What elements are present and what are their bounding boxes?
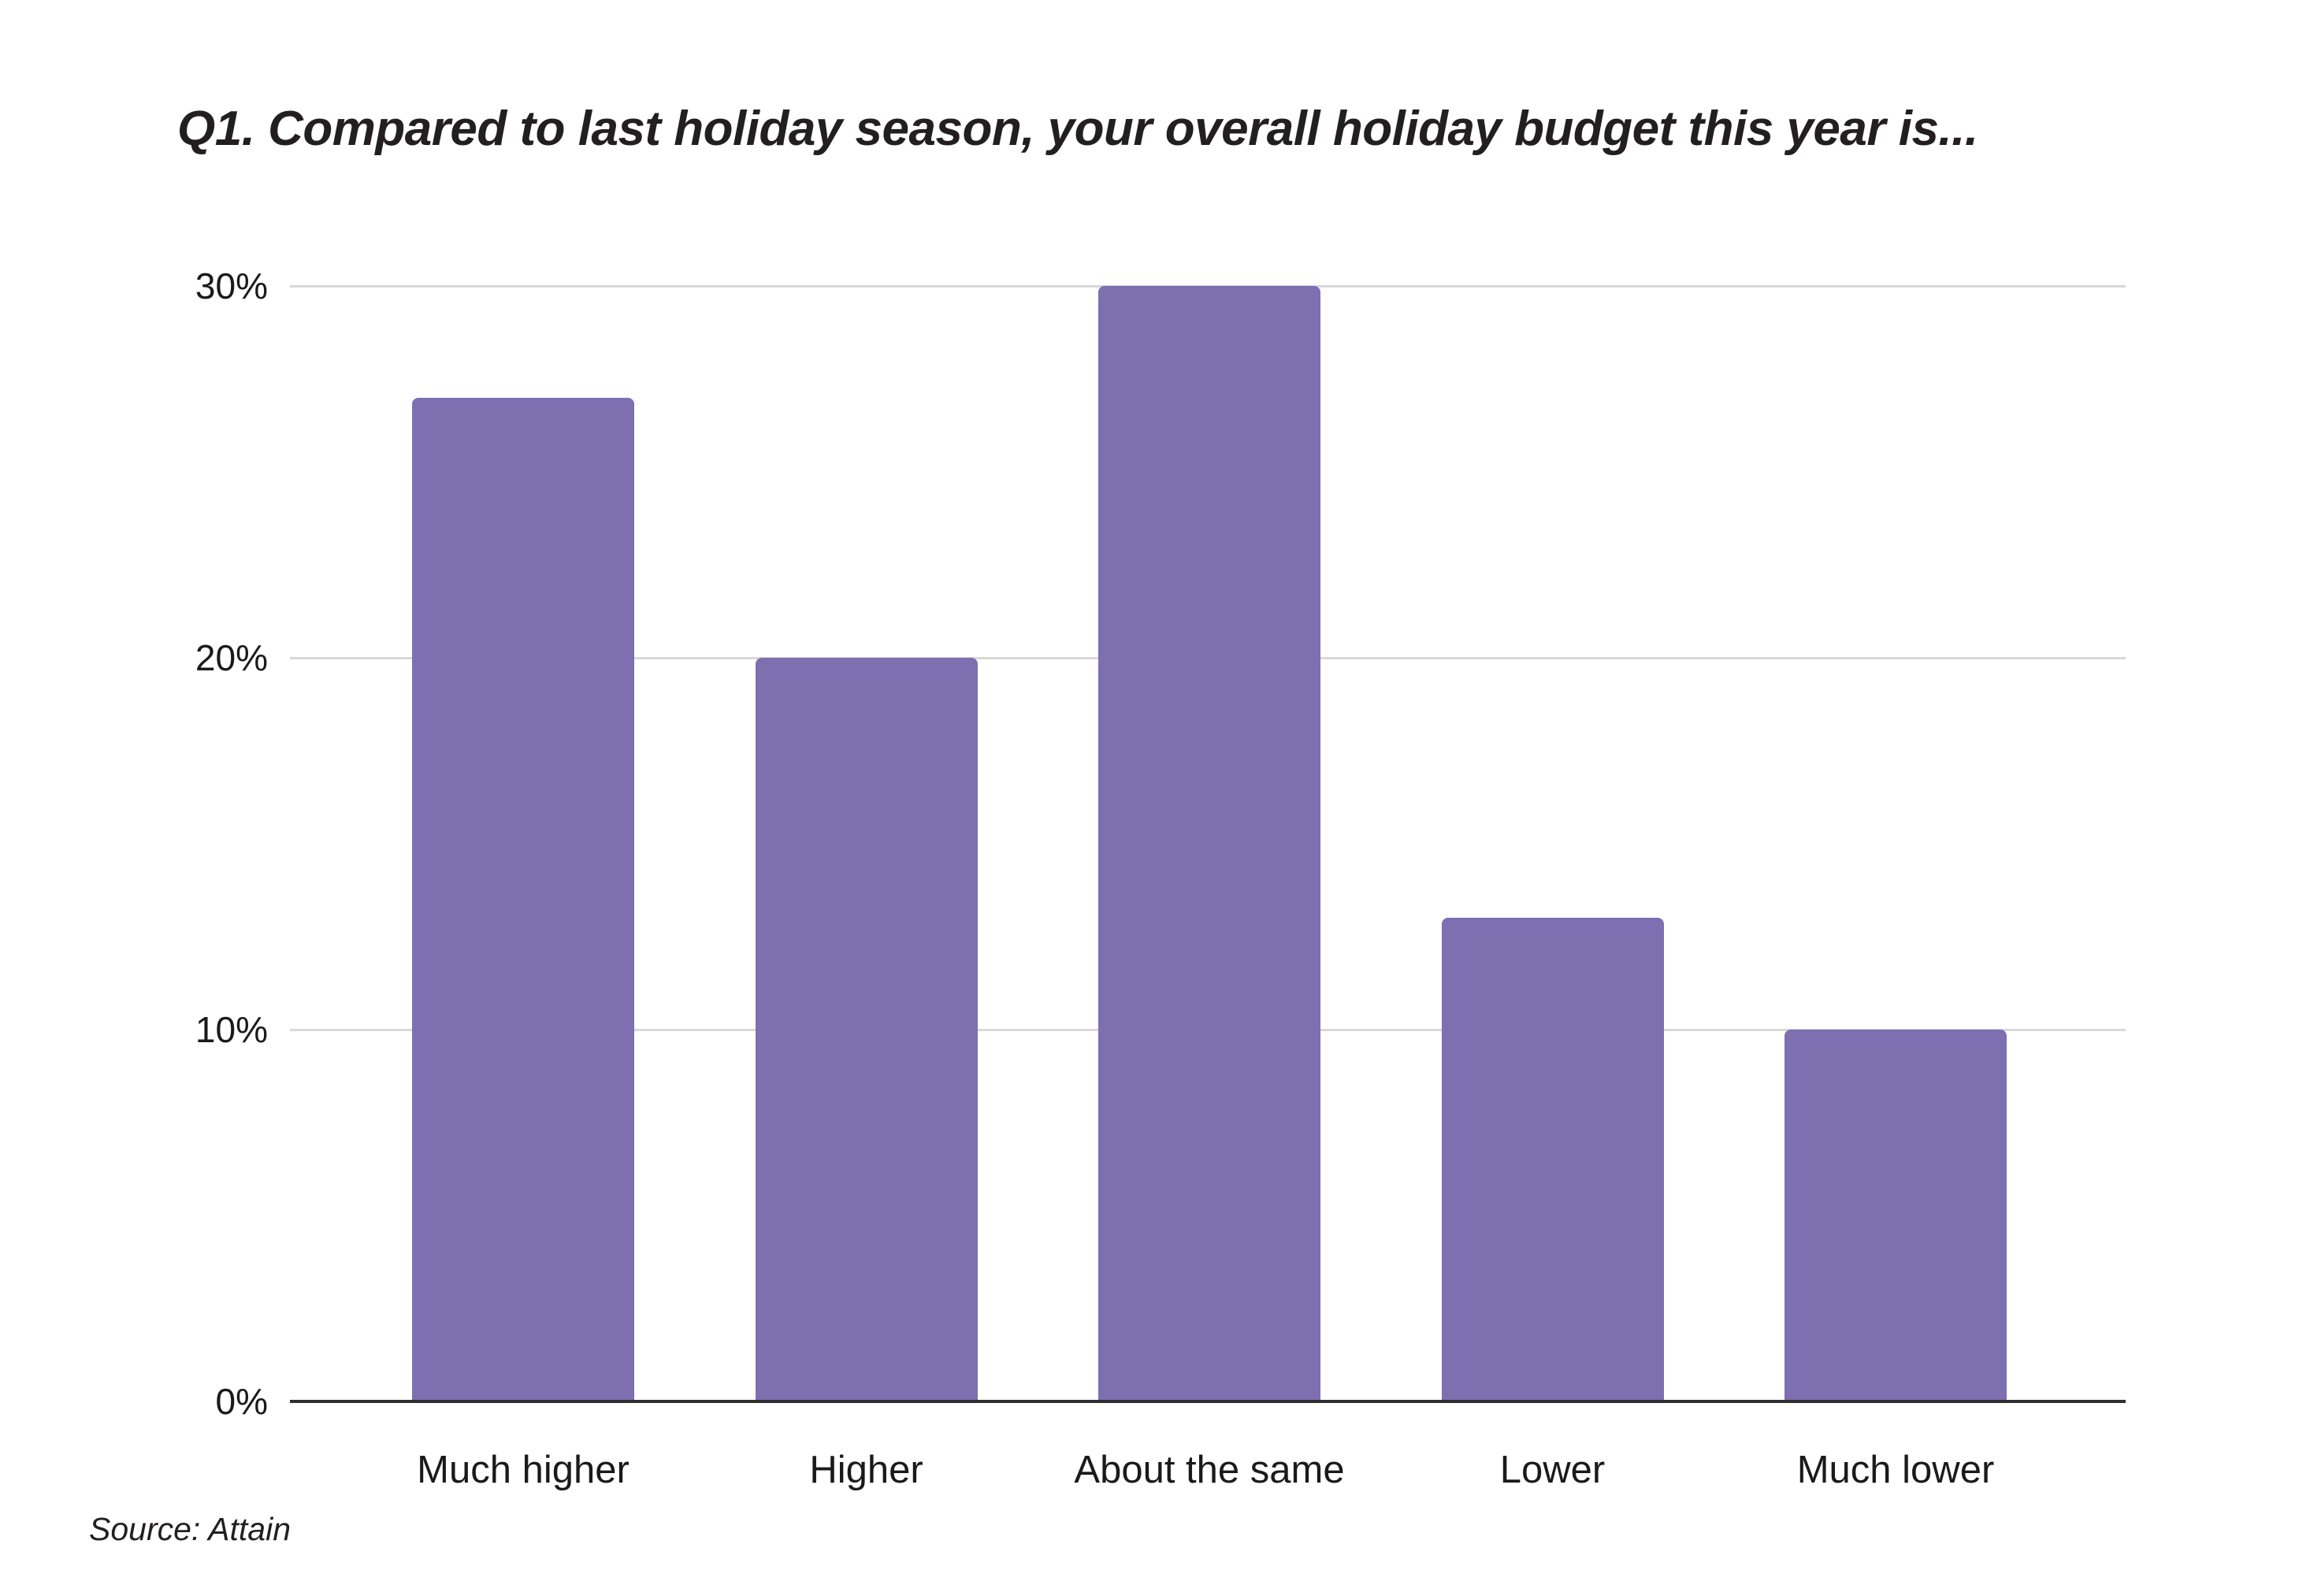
x-category-label: Much lower xyxy=(1796,1449,1995,1491)
x-axis-line xyxy=(290,1400,2126,1403)
bar-much-lower xyxy=(1784,1030,2007,1401)
source-note: Source: Attain xyxy=(89,1511,292,1547)
y-tick-label: 10% xyxy=(195,1009,268,1050)
x-category-label: Lower xyxy=(1499,1449,1606,1491)
y-tick-label: 30% xyxy=(195,265,268,306)
x-category-label: About the same xyxy=(1074,1449,1345,1491)
y-tick-label: 20% xyxy=(195,637,268,678)
bar-much-higher xyxy=(412,397,634,1401)
x-category-label: Much higher xyxy=(417,1449,629,1491)
y-tick-label: 0% xyxy=(215,1381,268,1422)
x-category-label: Higher xyxy=(809,1449,923,1491)
chart-title: Q1. Compared to last holiday season, you… xyxy=(177,102,1978,156)
bar-lower xyxy=(1441,918,1664,1401)
bar-higher xyxy=(755,658,978,1401)
bar-about-the-same xyxy=(1098,286,1320,1401)
